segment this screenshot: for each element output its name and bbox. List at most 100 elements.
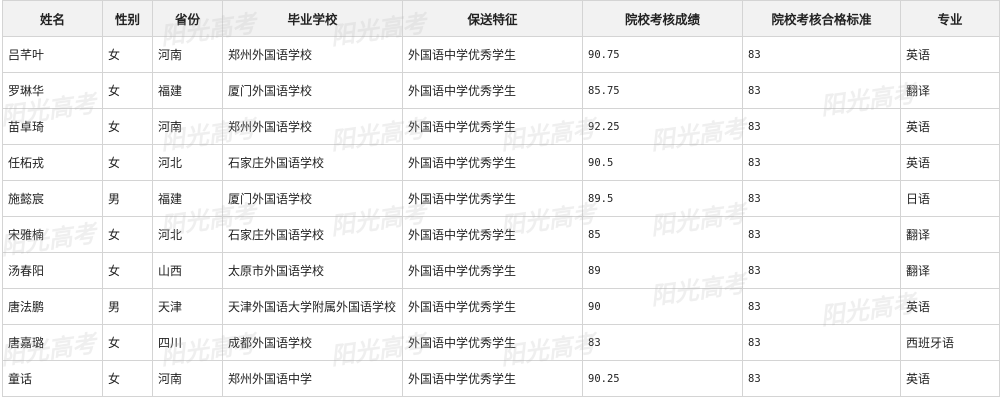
cell-name: 宋雅楠 (2, 216, 103, 253)
cell-name: 童话 (2, 360, 103, 397)
cell-gender: 女 (102, 216, 153, 253)
table-row: 罗琳华女福建 厦门外国语学校 外国语中学优秀学生 85.75 83 翻译 (2, 72, 1000, 109)
cell-score: 85.75 (582, 72, 743, 109)
cell-feature: 外国语中学优秀学生 (402, 288, 583, 325)
cell-score: 90.25 (582, 360, 743, 397)
cell-standard: 83 (742, 360, 901, 397)
cell-score: 92.25 (582, 108, 743, 145)
cell-school: 石家庄外国语学校 (222, 144, 403, 181)
cell-name: 任柘戎 (2, 144, 103, 181)
cell-name: 施懿宸 (2, 180, 103, 217)
column-header-score: 院校考核成绩 (582, 0, 743, 37)
cell-major: 英语 (900, 288, 1000, 325)
cell-name: 吕芊叶 (2, 36, 103, 73)
table-row: 施懿宸男福建 厦门外国语学校 外国语中学优秀学生 89.5 83 日语 (2, 180, 1000, 217)
cell-standard: 83 (742, 72, 901, 109)
cell-standard: 83 (742, 324, 901, 361)
cell-gender: 男 (102, 180, 153, 217)
cell-standard: 83 (742, 252, 901, 289)
cell-name: 汤春阳 (2, 252, 103, 289)
cell-score: 85 (582, 216, 743, 253)
cell-name: 苗卓琦 (2, 108, 103, 145)
cell-gender: 女 (102, 360, 153, 397)
cell-score: 83 (582, 324, 743, 361)
cell-standard: 83 (742, 108, 901, 145)
cell-gender: 女 (102, 72, 153, 109)
cell-name: 唐嘉璐 (2, 324, 103, 361)
cell-feature: 外国语中学优秀学生 (402, 360, 583, 397)
cell-feature: 外国语中学优秀学生 (402, 180, 583, 217)
column-header-gender: 性别 (102, 0, 153, 37)
cell-feature: 外国语中学优秀学生 (402, 324, 583, 361)
cell-province: 河北 (152, 216, 223, 253)
cell-score: 90 (582, 288, 743, 325)
cell-feature: 外国语中学优秀学生 (402, 216, 583, 253)
cell-province: 河南 (152, 36, 223, 73)
cell-school: 厦门外国语学校 (222, 180, 403, 217)
cell-gender: 女 (102, 108, 153, 145)
cell-school: 石家庄外国语学校 (222, 216, 403, 253)
table-row: 童话女河南 郑州外国语中学 外国语中学优秀学生 90.25 83 英语 (2, 360, 1000, 397)
cell-school: 郑州外国语中学 (222, 360, 403, 397)
admissions-table: 姓名 性别 省份 毕业学校 保送特征 院校考核成绩 院校考核合格标准 专业 吕芊叶女河南 郑州外… (2, 0, 1000, 397)
cell-province: 山西 (152, 252, 223, 289)
column-header-name: 姓名 (2, 0, 103, 37)
column-header-school: 毕业学校 (222, 0, 403, 37)
cell-gender: 女 (102, 144, 153, 181)
cell-major: 英语 (900, 144, 1000, 181)
cell-feature: 外国语中学优秀学生 (402, 36, 583, 73)
cell-standard: 83 (742, 144, 901, 181)
cell-province: 河北 (152, 144, 223, 181)
table-row: 吕芊叶女河南 郑州外国语学校 外国语中学优秀学生 90.75 83 英语 (2, 36, 1000, 73)
cell-feature: 外国语中学优秀学生 (402, 72, 583, 109)
cell-province: 天津 (152, 288, 223, 325)
cell-school: 天津外国语大学附属外国语学校 (222, 288, 403, 325)
table-row: 宋雅楠女河北 石家庄外国语学校 外国语中学优秀学生 85 83 翻译 (2, 216, 1000, 253)
cell-province: 福建 (152, 72, 223, 109)
cell-standard: 83 (742, 216, 901, 253)
cell-province: 四川 (152, 324, 223, 361)
cell-school: 郑州外国语学校 (222, 108, 403, 145)
column-header-province: 省份 (152, 0, 223, 37)
cell-score: 89 (582, 252, 743, 289)
table-row: 汤春阳女山西 太原市外国语学校 外国语中学优秀学生 89 83 翻译 (2, 252, 1000, 289)
table-row: 任柘戎女河北 石家庄外国语学校 外国语中学优秀学生 90.5 83 英语 (2, 144, 1000, 181)
cell-major: 日语 (900, 180, 1000, 217)
cell-major: 西班牙语 (900, 324, 1000, 361)
table-row: 唐法鹏男天津 天津外国语大学附属外国语学校 外国语中学优秀学生 90 83 英语 (2, 288, 1000, 325)
header-row: 姓名 性别 省份 毕业学校 保送特征 院校考核成绩 院校考核合格标准 专业 (2, 0, 1000, 37)
cell-score: 90.5 (582, 144, 743, 181)
cell-major: 翻译 (900, 72, 1000, 109)
cell-feature: 外国语中学优秀学生 (402, 252, 583, 289)
column-header-standard: 院校考核合格标准 (742, 0, 901, 37)
column-header-major: 专业 (900, 0, 1000, 37)
cell-feature: 外国语中学优秀学生 (402, 144, 583, 181)
cell-gender: 女 (102, 36, 153, 73)
cell-school: 厦门外国语学校 (222, 72, 403, 109)
cell-school: 郑州外国语学校 (222, 36, 403, 73)
cell-standard: 83 (742, 36, 901, 73)
cell-province: 河南 (152, 108, 223, 145)
cell-school: 太原市外国语学校 (222, 252, 403, 289)
cell-major: 英语 (900, 360, 1000, 397)
cell-name: 罗琳华 (2, 72, 103, 109)
cell-province: 福建 (152, 180, 223, 217)
cell-name: 唐法鹏 (2, 288, 103, 325)
cell-gender: 女 (102, 252, 153, 289)
cell-gender: 女 (102, 324, 153, 361)
cell-gender: 男 (102, 288, 153, 325)
table-row: 苗卓琦女河南 郑州外国语学校 外国语中学优秀学生 92.25 83 英语 (2, 108, 1000, 145)
cell-province: 河南 (152, 360, 223, 397)
cell-standard: 83 (742, 180, 901, 217)
table-row: 唐嘉璐女四川 成都外国语学校 外国语中学优秀学生 83 83 西班牙语 (2, 324, 1000, 361)
cell-feature: 外国语中学优秀学生 (402, 108, 583, 145)
cell-school: 成都外国语学校 (222, 324, 403, 361)
cell-major: 英语 (900, 36, 1000, 73)
column-header-feature: 保送特征 (402, 0, 583, 37)
cell-score: 90.75 (582, 36, 743, 73)
cell-major: 英语 (900, 108, 1000, 145)
cell-standard: 83 (742, 288, 901, 325)
cell-score: 89.5 (582, 180, 743, 217)
cell-major: 翻译 (900, 252, 1000, 289)
cell-major: 翻译 (900, 216, 1000, 253)
